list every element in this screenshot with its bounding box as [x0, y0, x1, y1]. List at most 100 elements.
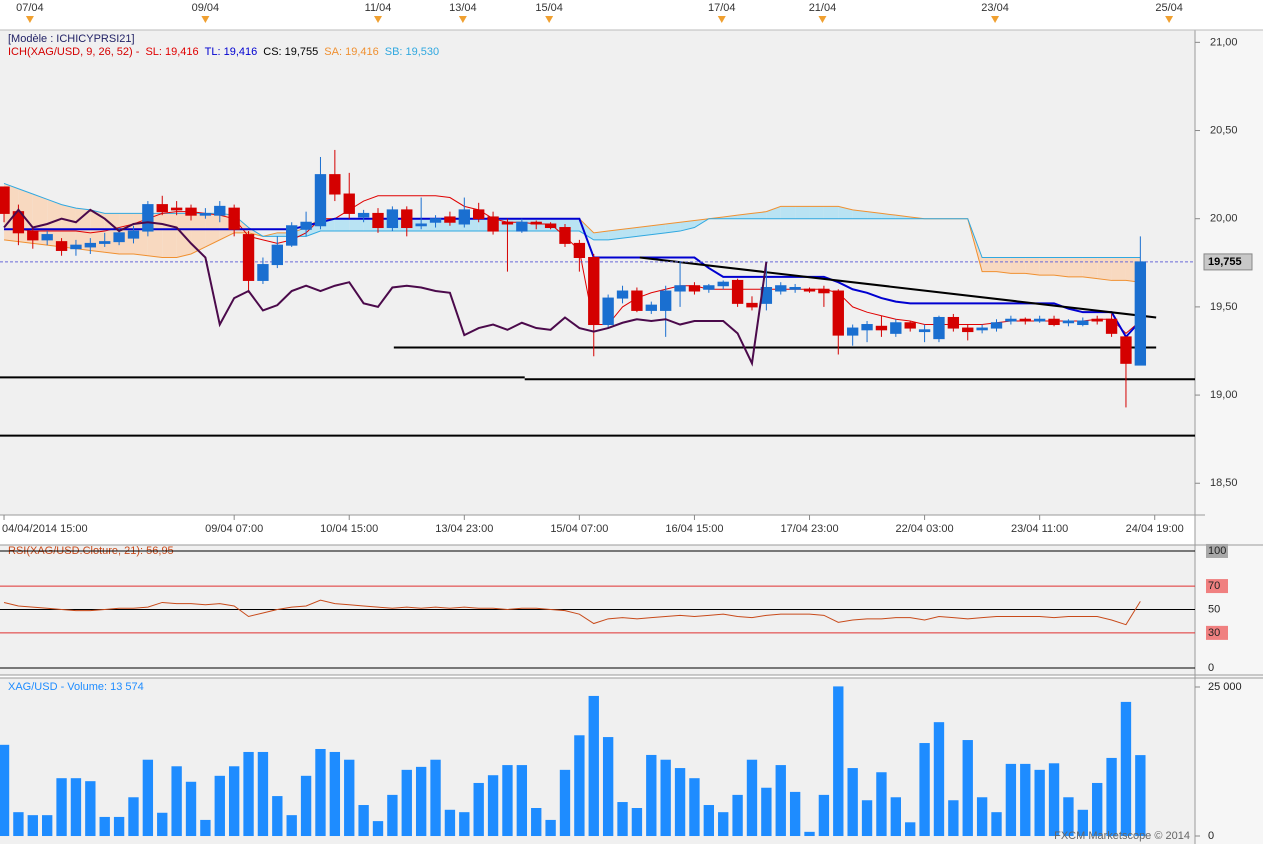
x-tick-label: 09/04 07:00	[205, 523, 263, 535]
candle-body	[228, 207, 240, 230]
y-tick-label: 20,00	[1210, 213, 1238, 225]
candle-body	[789, 286, 801, 290]
volume-bar	[1092, 782, 1103, 837]
cloud	[593, 231, 609, 240]
candle-body	[27, 230, 39, 241]
indicator-legend: ICH(XAG/USD, 9, 26, 52) - SL: 19,416 TL: 1…	[8, 46, 439, 58]
volume-bar	[157, 812, 168, 837]
day-label: 23/04	[981, 2, 1009, 14]
candle-body	[473, 209, 485, 220]
volume-bar	[1063, 797, 1074, 837]
candle-body	[1005, 318, 1017, 322]
volume-bar	[847, 768, 858, 837]
volume-bar	[228, 766, 240, 837]
volume-bar	[372, 821, 384, 837]
y-tick-label: 18,50	[1210, 477, 1238, 489]
volume-bar	[646, 754, 657, 837]
cloud	[1097, 257, 1112, 281]
x-tick-label: 04/04/2014 15:00	[2, 523, 88, 535]
volume-bar	[13, 812, 24, 837]
candle-body	[818, 288, 830, 294]
volume-bar	[1020, 763, 1031, 837]
volume-bar	[890, 797, 901, 837]
volume-bar	[933, 722, 945, 837]
candle-body	[357, 212, 370, 218]
cloud	[61, 204, 76, 249]
candle-body	[731, 279, 744, 304]
model-title: [Modèle : ICHICYPRSI21]	[8, 33, 135, 45]
volume-bar	[1034, 769, 1045, 837]
volume-bar	[804, 831, 815, 837]
candle-body	[113, 232, 125, 243]
candle-body	[846, 327, 859, 336]
volume-bar	[689, 778, 700, 837]
day-label: 07/04	[16, 2, 44, 14]
volume-bar	[99, 816, 110, 837]
x-tick-label: 23/04 11:00	[1011, 523, 1068, 535]
candle-body	[372, 212, 384, 229]
candle-body	[70, 244, 82, 250]
volume-bar	[70, 778, 82, 837]
day-marker	[818, 16, 827, 23]
candle-body	[271, 244, 283, 266]
day-label: 17/04	[708, 2, 736, 14]
cloud	[1010, 257, 1026, 274]
volume-bar	[703, 805, 715, 837]
candle-body	[242, 234, 255, 281]
day-label: 15/04	[535, 2, 563, 14]
candle-body	[127, 230, 140, 239]
day-label: 11/04	[365, 2, 392, 14]
volume-bar	[42, 815, 53, 837]
day-marker	[374, 16, 383, 23]
y-tick-label: 25 000	[1208, 681, 1242, 693]
volume-bar	[962, 740, 973, 837]
candle-body	[976, 327, 988, 331]
level-box	[1206, 579, 1228, 594]
candle-body	[170, 207, 183, 211]
y-tick-label: 19,50	[1210, 301, 1238, 313]
candle-body	[300, 221, 312, 230]
trend-line	[639, 256, 1157, 319]
cloud	[996, 257, 1011, 274]
candle-body	[1105, 318, 1118, 334]
indicator-line	[3, 208, 768, 367]
volume-bar	[27, 815, 38, 837]
volume-bar	[775, 765, 786, 837]
candle-body	[1033, 318, 1046, 322]
candle-body	[803, 288, 816, 292]
x-tick-label: 22/04 03:00	[896, 523, 954, 535]
cloud	[1054, 257, 1069, 277]
candle-body	[588, 257, 600, 326]
candle-body	[386, 209, 399, 229]
y-tick-label: 70	[1208, 580, 1220, 592]
rsi-line	[3, 599, 1141, 626]
candle-body	[185, 207, 197, 216]
volume-bar	[559, 769, 571, 837]
day-label: 21/04	[809, 2, 837, 14]
level-box	[1206, 543, 1228, 558]
candle-body	[875, 325, 888, 331]
volume-bar	[976, 797, 988, 837]
candle-body	[458, 209, 470, 225]
volume-bar	[1135, 755, 1146, 837]
volume-bar	[1120, 701, 1132, 837]
y-tick-label: 20,50	[1210, 124, 1238, 136]
y-tick-label: 0	[1208, 662, 1214, 674]
volume-bar	[214, 775, 225, 837]
volume-bar	[948, 800, 959, 837]
candle-body	[1120, 336, 1132, 364]
candle-body	[904, 322, 916, 329]
candle-body	[688, 285, 701, 292]
volume-bar	[574, 735, 585, 837]
day-marker	[1165, 16, 1174, 23]
volume-bar	[588, 695, 599, 837]
cloud	[665, 222, 681, 233]
volume-bar	[358, 805, 369, 837]
x-tick-label: 10/04 15:00	[320, 523, 378, 535]
cloud	[651, 224, 666, 235]
candle-body	[530, 221, 542, 225]
volume-bar	[459, 812, 470, 837]
candle-body	[415, 223, 427, 227]
volume-bar	[329, 751, 341, 837]
volume-bar	[487, 775, 499, 837]
